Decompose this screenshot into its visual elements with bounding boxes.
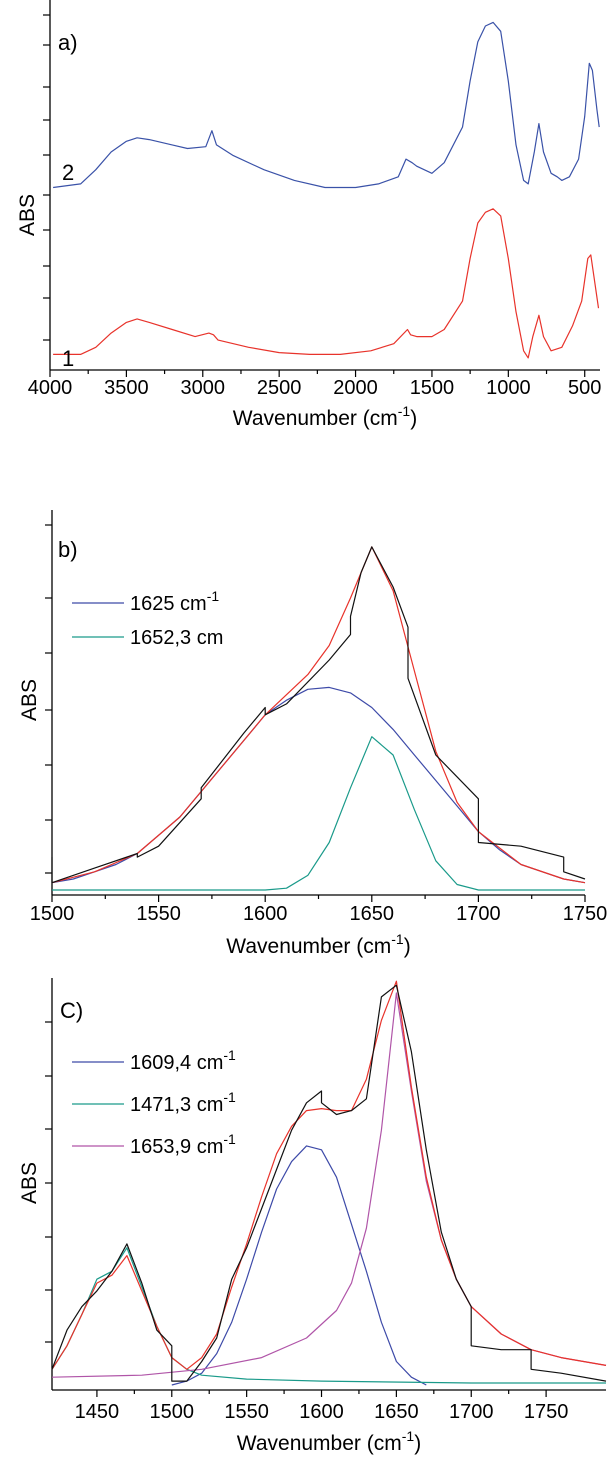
series-line-2 xyxy=(51,1247,606,1384)
legend-label: 1609,4 cm-1 xyxy=(130,1047,236,1074)
x-tick-label: 1700 xyxy=(456,903,501,925)
x-tick-label: 3500 xyxy=(104,377,149,399)
x-axis-title: Wavenumber (cm-1) xyxy=(237,1428,421,1455)
x-tick-label: 1650 xyxy=(350,903,395,925)
x-tick-label: 1500 xyxy=(30,903,75,925)
x-tick-label: 1700 xyxy=(449,1401,494,1423)
x-axis-title: Wavenumber (cm-1) xyxy=(233,403,417,430)
legend: 1625 cm-1 1652,3 cm xyxy=(72,588,223,649)
legend-label: 1625 cm-1 xyxy=(130,588,219,615)
series-line-2 xyxy=(52,736,585,891)
x-tick-label: 2000 xyxy=(333,377,378,399)
x-tick-label: 2500 xyxy=(257,377,302,399)
x-tick-label: 1750 xyxy=(563,903,608,925)
panel-label: C) xyxy=(60,998,83,1023)
x-tick-label: 1600 xyxy=(243,903,288,925)
series-line-1 xyxy=(51,686,586,884)
legend: 1609,4 cm-1 1471,3 cm-1 1653,9 cm-1 xyxy=(72,1047,236,1158)
x-tick-label: 1550 xyxy=(136,903,181,925)
series-line-2 xyxy=(53,21,600,189)
x-tick-label: 1750 xyxy=(524,1401,569,1423)
chart-panel-1: 4000 3500 3000 2500 2000 1500 1000 500 Wavenumbe… xyxy=(16,0,601,430)
chart-panel-3: 1450 1500 1550 1600 1650 1700 1750 Wavenumber (… xyxy=(18,978,607,1455)
x-tick-label: 1650 xyxy=(374,1401,419,1423)
x-tick-label: 1000 xyxy=(486,377,531,399)
y-axis-title: ABS xyxy=(18,679,41,721)
x-tick-label: 1500 xyxy=(150,1401,195,1423)
series-line-5 xyxy=(51,984,607,1382)
x-tick-label: 500 xyxy=(568,377,601,399)
x-tick-label: 4000 xyxy=(28,377,73,399)
series-line-4 xyxy=(51,546,586,884)
y-axis-title: ABS xyxy=(18,1162,41,1204)
legend-label: 1652,3 cm xyxy=(130,627,223,649)
x-tick-label: 1600 xyxy=(299,1401,344,1423)
y-axis-title: ABS xyxy=(16,194,39,236)
panel-label: b) xyxy=(58,537,78,562)
x-tick-label: 1550 xyxy=(224,1401,269,1423)
x-tick-label: 1500 xyxy=(410,377,455,399)
series-line-4 xyxy=(51,980,607,1370)
legend-label: 1653,9 cm-1 xyxy=(130,1131,236,1158)
series-line-3 xyxy=(51,992,607,1378)
x-axis-title: Wavenumber (cm-1) xyxy=(226,931,410,958)
series-label: 2 xyxy=(62,160,74,185)
series-line-1 xyxy=(53,208,600,359)
panel-label: a) xyxy=(58,30,78,55)
x-tick-label: 3000 xyxy=(181,377,226,399)
x-tick-label: 1450 xyxy=(75,1401,120,1423)
legend-label: 1471,3 cm-1 xyxy=(130,1089,236,1116)
chart-panel-2: 1500 1550 1600 1650 1700 1750 Wavenumber (cm-1… xyxy=(18,510,607,958)
series-line-1 xyxy=(171,1145,427,1386)
series-label: 1 xyxy=(62,346,74,371)
